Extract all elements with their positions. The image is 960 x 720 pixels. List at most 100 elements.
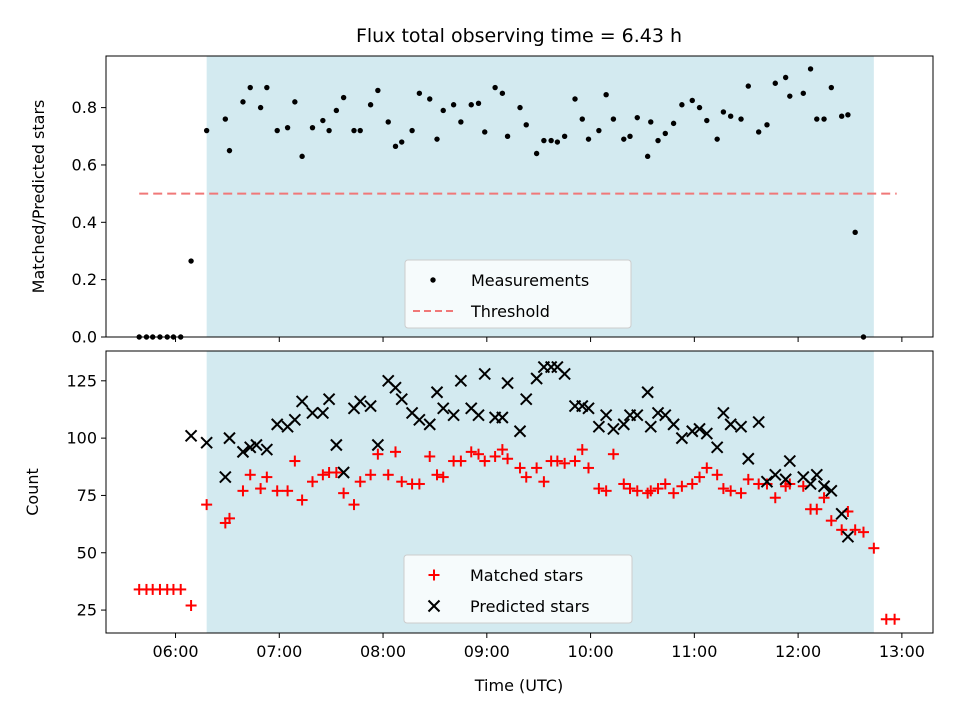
x-tick-label: 13:00 [879,642,925,661]
matched-point [559,457,571,469]
matched-point [382,469,394,481]
y-tick-label: 0.6 [72,155,97,174]
matched-point [551,455,563,467]
measurement-point [828,84,835,91]
predicted-point [558,367,571,381]
ratio-legend-box [404,259,632,329]
measurement-point [240,99,246,105]
predicted-point [804,477,817,491]
predicted-point [437,402,450,415]
predicted-point [430,386,444,399]
measurement-point [475,100,482,107]
matched-point [889,613,901,625]
matched-point [631,485,643,497]
predicted-point [841,530,855,543]
measurement-point [533,150,540,157]
matched-point [659,478,671,490]
predicted-point [825,484,838,498]
predicted-point [644,420,657,433]
matched-point [244,469,256,481]
x-tick-label: 09:00 [464,642,510,661]
measurement-point [264,84,270,91]
measurement-point [409,127,415,134]
predicted-point [271,418,284,431]
measurement-point [727,113,734,119]
matched-point [390,446,402,458]
predicted-point [641,386,654,399]
matched-point [437,471,449,483]
matched-point [811,503,823,515]
legend-plus-glyph [428,569,440,581]
y-tick-label: 25 [77,601,97,620]
measurement-point [745,83,751,89]
matched-point [686,478,698,490]
measurement-point [772,80,778,86]
measurement-point [821,116,827,122]
measurement-point [274,127,280,134]
measurement-point [548,137,554,144]
measurement-point [720,109,727,115]
matched-point [624,483,636,495]
matched-point [676,480,688,492]
measurement-point [284,124,291,131]
measurement-point [458,119,464,125]
measurement-point [333,107,340,114]
measurement-point [541,137,547,144]
measurement-point [427,96,433,102]
matched-point [576,444,588,456]
matched-point [306,476,318,488]
measurement-point [644,153,651,160]
predicted-point [769,468,782,482]
matched-point [711,469,723,481]
predicted-point [779,473,792,486]
count-panel: 25 50 75 100 125 06:00 07:00 08:00 09:00 10:00 11:… [23,350,934,661]
measurement-point [679,102,685,108]
predicted-point [760,475,774,488]
matched-point [717,483,729,495]
matched-point [365,469,377,481]
matched-point [473,448,485,460]
legend-predicted-label: Predicted stars [470,597,590,616]
ratio-axis-ticks: 0.0 0.2 0.4 0.6 0.8 [72,98,903,347]
measurement-point [482,129,488,135]
measurement-point [814,116,820,122]
count-marks [133,360,901,625]
measurement-point [434,136,440,142]
matched-point [338,487,350,499]
measurement-point [585,136,592,142]
matched-point [261,471,273,483]
matched-point [317,469,329,481]
measurement-point [782,74,789,81]
measurement-point [596,127,602,134]
matched-point [701,462,713,474]
y-tick-label: 50 [77,543,97,562]
predicted-point [322,392,336,406]
predicted-point [295,395,309,408]
matched-point [496,444,508,456]
predicted-point [599,408,613,422]
predicted-point [184,429,198,443]
measurement-point [845,112,851,118]
x-tick-label: 07:00 [256,642,302,661]
matched-point [489,450,501,462]
predicted-point [250,438,263,452]
predicted-point [478,367,491,381]
matched-point [502,453,514,465]
predicted-point [395,392,408,406]
predicted-point [582,402,595,415]
predicted-point [423,418,436,431]
matched-point [538,476,550,488]
predicted-point [817,480,831,493]
ratio-panel: 0.00.20.40.60.8 Matched/Predicted stars … [29,55,934,347]
measurement-point [468,102,474,108]
legend-matched-label: Matched stars [470,566,583,585]
measurement-point [257,104,264,111]
x-tick-label: 12:00 [775,642,821,661]
measurement-point [704,117,710,124]
measurement-point [385,119,391,125]
predicted-point [686,425,699,438]
predicted-point [219,470,232,484]
count-y-axis-label: Count [23,468,42,516]
predicted-point [651,406,665,420]
legend-threshold-label: Threshold [470,302,550,321]
